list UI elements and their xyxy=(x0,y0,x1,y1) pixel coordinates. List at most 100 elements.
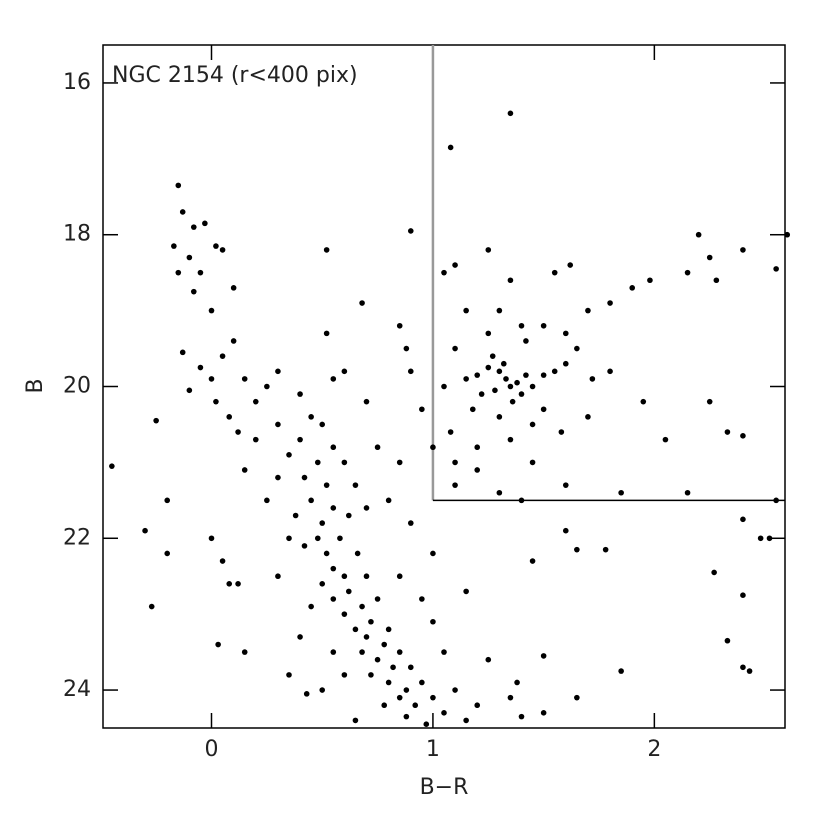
point xyxy=(640,398,647,405)
point xyxy=(529,459,536,466)
point xyxy=(724,637,731,644)
point xyxy=(485,247,492,253)
point xyxy=(396,573,403,580)
point xyxy=(303,691,310,697)
point xyxy=(264,497,270,504)
y-tick-label: 18 xyxy=(63,222,91,247)
point xyxy=(396,694,403,701)
point xyxy=(485,330,492,337)
point xyxy=(153,417,159,424)
point xyxy=(363,573,370,580)
point xyxy=(474,702,481,709)
point xyxy=(213,398,219,405)
point xyxy=(507,383,514,390)
point xyxy=(330,444,337,451)
point xyxy=(562,527,569,534)
y-tick-label: 24 xyxy=(63,677,91,702)
point xyxy=(142,527,148,534)
point xyxy=(241,649,248,655)
point xyxy=(574,694,580,701)
y-tick-label: 22 xyxy=(63,525,91,550)
point xyxy=(523,338,529,344)
point xyxy=(330,649,337,655)
point xyxy=(740,592,746,598)
point xyxy=(235,429,241,435)
point xyxy=(629,285,636,291)
point xyxy=(286,672,292,678)
point xyxy=(396,649,403,655)
point xyxy=(330,505,337,511)
point xyxy=(452,482,458,488)
point xyxy=(574,345,580,352)
point xyxy=(452,459,458,466)
point xyxy=(381,702,388,709)
point xyxy=(319,421,326,428)
point xyxy=(518,497,525,504)
point xyxy=(551,269,558,276)
point xyxy=(706,398,713,405)
point xyxy=(341,672,348,678)
point xyxy=(496,414,503,420)
point xyxy=(662,436,669,443)
point xyxy=(485,364,492,371)
point xyxy=(202,220,208,227)
point xyxy=(452,345,458,352)
point xyxy=(740,247,746,253)
point xyxy=(164,497,171,504)
point xyxy=(419,596,425,602)
point xyxy=(396,459,403,466)
x-axis-label: B−R xyxy=(420,775,469,800)
point xyxy=(419,679,425,686)
point xyxy=(226,581,233,587)
point xyxy=(275,421,281,428)
point xyxy=(500,360,507,367)
point xyxy=(540,710,547,716)
point xyxy=(773,266,779,272)
point xyxy=(275,573,281,580)
point xyxy=(695,231,702,238)
point xyxy=(509,398,516,405)
point xyxy=(241,467,248,473)
point xyxy=(341,368,348,375)
point xyxy=(330,376,337,382)
point xyxy=(647,277,653,284)
point xyxy=(241,376,248,382)
point xyxy=(319,687,326,693)
point xyxy=(463,717,469,724)
point xyxy=(430,550,436,557)
point xyxy=(452,262,458,268)
point xyxy=(562,330,569,337)
point xyxy=(235,581,241,587)
point xyxy=(252,436,259,443)
point xyxy=(523,372,529,378)
point xyxy=(540,372,547,378)
point xyxy=(496,489,503,496)
point xyxy=(447,429,454,435)
point xyxy=(430,618,436,625)
point xyxy=(430,444,436,451)
point xyxy=(489,353,496,359)
point xyxy=(507,436,514,443)
point xyxy=(574,546,580,553)
point xyxy=(407,228,414,234)
point xyxy=(208,376,215,382)
point xyxy=(618,489,624,496)
point xyxy=(684,269,691,276)
point xyxy=(562,360,569,367)
point xyxy=(352,717,359,724)
point xyxy=(766,535,773,542)
point xyxy=(341,573,348,580)
point xyxy=(186,387,193,394)
point xyxy=(441,649,447,655)
point xyxy=(179,349,186,356)
point xyxy=(385,626,392,633)
chart-title: NGC 2154 (r<400 pix) xyxy=(112,63,358,88)
point xyxy=(403,345,410,352)
point xyxy=(345,512,352,519)
point xyxy=(740,433,746,439)
point xyxy=(148,603,155,610)
point xyxy=(219,353,226,359)
point xyxy=(219,247,226,253)
point xyxy=(423,721,430,728)
